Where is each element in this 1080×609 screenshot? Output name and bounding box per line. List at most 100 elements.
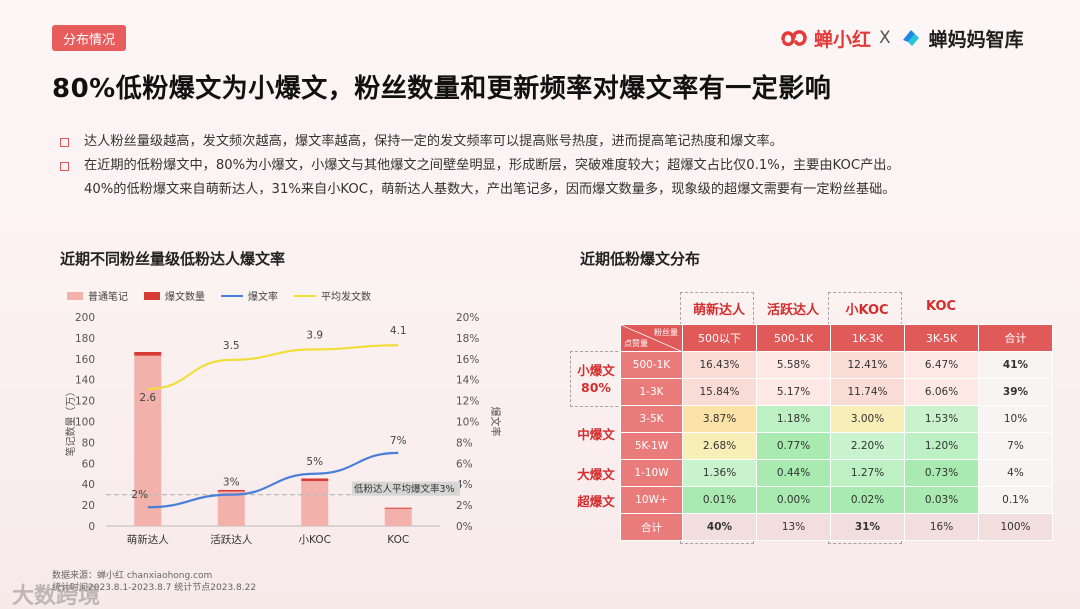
avg-data-label: 3.9: [306, 329, 323, 341]
bullet-square-icon: [60, 138, 69, 147]
col-group-label: 萌新达人: [692, 303, 745, 318]
bar-hot-posts: [217, 489, 245, 492]
legend-swatch: [67, 291, 83, 300]
y-right-tick-label: 2%: [456, 500, 473, 512]
chanmama-logo-icon: [902, 30, 919, 46]
avg-data-label: 2.6: [139, 392, 156, 404]
legend-swatch: [294, 294, 316, 297]
x-tick-label: KOC: [387, 534, 409, 546]
x-tick-label: 活跃达人: [210, 534, 252, 546]
col-group-label: 小KOC: [845, 303, 889, 318]
avg-line: [147, 344, 399, 391]
bar-normal-notes: [384, 508, 412, 526]
bar-hot-posts: [301, 478, 329, 482]
y-left-tick-label: 140: [75, 375, 95, 387]
legend-label: 爆文率: [248, 292, 278, 303]
legend-label: 爆文数量: [165, 292, 205, 303]
row-label: 10W+: [620, 486, 683, 514]
avg-data-label: 3.5: [223, 340, 240, 352]
y-left-axis-title: 笔记数量（万）: [64, 387, 77, 457]
y-left-tick-label: 120: [75, 396, 95, 408]
table-header-row: 粉丝量 点赞量 500以下 500-1K 1K-3K 3K-5K 合计: [620, 324, 1053, 352]
y-right-tick-label: 4%: [456, 479, 473, 491]
page-title: 80%低粉爆文为小爆文，粉丝数量和更新频率对爆文率有一定影响: [52, 74, 832, 104]
table-cell: 0.73%: [904, 459, 979, 487]
legend-item: 爆文率: [221, 288, 278, 303]
table-cell: 40%: [682, 513, 757, 541]
table-cell: 0.1%: [978, 486, 1053, 514]
bullet-item: 达人粉丝量级越高，发文频次越高，爆文率越高，保持一定的发文频率可以提高账号热度，…: [60, 130, 1040, 154]
col-header: 合计: [978, 324, 1053, 352]
y-right-tick-label: 0%: [456, 521, 473, 533]
table-cell: 31%: [830, 513, 905, 541]
legend-swatch: [144, 291, 160, 300]
reference-label: 低粉达人平均爆文率3%: [354, 483, 455, 495]
table-cell: 10%: [978, 405, 1053, 433]
col-header: 500以下: [682, 324, 757, 352]
y-right-tick-label: 8%: [456, 437, 473, 449]
row-label: 1-3K: [620, 378, 683, 406]
source-line: 数据来源：蝉小红 chanxiaohong.com: [52, 571, 213, 581]
row-group-label: 大爆文: [577, 467, 615, 482]
rate-data-label: 2%: [131, 489, 148, 501]
y-left-tick-label: 0: [88, 521, 95, 533]
table-row: 1-3K 15.84% 5.17% 11.74% 6.06% 39%: [620, 378, 1053, 406]
y-left-tick-label: 180: [75, 333, 95, 345]
x-tick-label: 萌新达人: [127, 533, 169, 546]
table-cell: 39%: [978, 378, 1053, 406]
rate-line: [147, 451, 399, 509]
chart-legend: 普通笔记 爆文数量 爆文率 平均发文数: [67, 288, 371, 303]
avg-data-label: 4.1: [390, 325, 407, 337]
chanxiaohong-logo-icon: [781, 30, 807, 47]
row-group-label: 超爆文: [577, 494, 615, 509]
bar-normal-notes: [134, 355, 162, 526]
y-left-tick-label: 100: [75, 417, 95, 429]
y-right-tick-label: 10%: [456, 417, 479, 429]
bar-normal-notes: [301, 481, 329, 526]
y-right-tick-label: 16%: [456, 354, 479, 366]
corner-diagonal: [621, 325, 683, 352]
table-cell: 5.58%: [756, 351, 831, 379]
row-label: 500-1K: [620, 351, 683, 379]
bullet-text: 达人粉丝量级越高，发文频次越高，爆文率越高，保持一定的发文频率可以提高账号热度，…: [84, 134, 783, 149]
table-row: 5K-1W 2.68% 0.77% 2.20% 1.20% 7%: [620, 432, 1053, 460]
table-cell: 1.27%: [830, 459, 905, 487]
fan-level-chart: 0 20 40 60 80 100 120 140 160 180 200 0% 2% 4% 6% 8% 10%…: [64, 312, 502, 546]
col-header: 1K-3K: [830, 324, 905, 352]
table-cell: 6.06%: [904, 378, 979, 406]
table-cell: 7%: [978, 432, 1053, 460]
table-cell: 1.53%: [904, 405, 979, 433]
table-cell: 1.20%: [904, 432, 979, 460]
brand-left: 蝉小红: [814, 28, 872, 51]
col-group-label: KOC: [925, 299, 957, 314]
y-right-tick-label: 6%: [456, 458, 473, 470]
table-cell: 1.36%: [682, 459, 757, 487]
col-header: 3K-5K: [904, 324, 979, 352]
table-row: 10W+ 0.01% 0.00% 0.02% 0.03% 0.1%: [620, 486, 1053, 514]
table-cell: 41%: [978, 351, 1053, 379]
legend-label: 普通笔记: [88, 292, 128, 303]
reference-label-bg: [352, 481, 460, 496]
table-cell: 15.84%: [682, 378, 757, 406]
bullet-square-icon: [60, 162, 69, 171]
table-row: 500-1K 16.43% 5.58% 12.41% 6.47% 41%: [620, 351, 1053, 379]
col-group-label: 活跃达人: [766, 303, 819, 318]
row-group-label: 中爆文: [577, 427, 615, 442]
row-group-label: 小爆文80%: [577, 363, 615, 395]
y-left-tick-label: 20: [82, 500, 95, 512]
table-cell: 11.74%: [830, 378, 905, 406]
table-cell: 0.03%: [904, 486, 979, 514]
table-cell: 0.02%: [830, 486, 905, 514]
table-cell: 100%: [978, 513, 1053, 541]
row-label: 1-10W: [620, 459, 683, 487]
rate-data-label: 5%: [306, 456, 323, 468]
y-left-tick-label: 60: [82, 458, 95, 470]
y-right-tick-label: 20%: [456, 312, 479, 324]
table-cell: 1.18%: [756, 405, 831, 433]
y-left-tick-label: 80: [82, 437, 95, 449]
row-label: 3-5K: [620, 405, 683, 433]
legend-item: 普通笔记: [67, 288, 128, 303]
bar-normal-notes: [217, 491, 245, 526]
table-cell: 13%: [756, 513, 831, 541]
data-source: 数据来源：蝉小红 chanxiaohong.com 统计时间2023.8.1-2…: [52, 570, 256, 594]
